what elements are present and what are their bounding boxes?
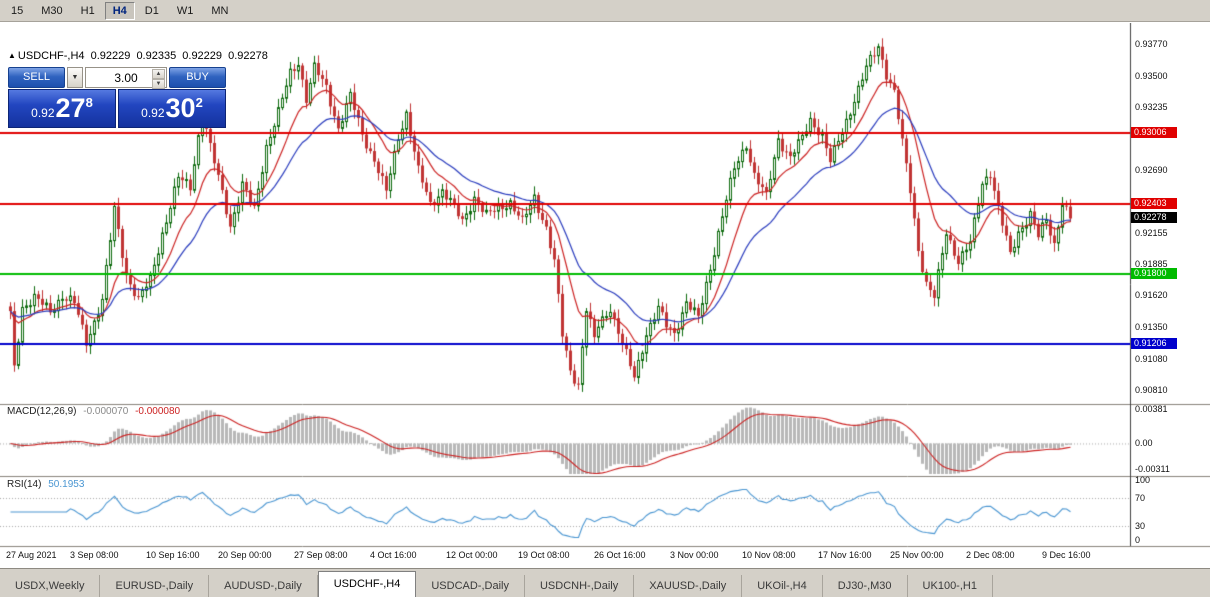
buy-price-sup: 2: [195, 94, 203, 110]
chart-window: ▲ USDCHF-,H4 0.92229 0.92335 0.92229 0.92…: [0, 23, 1210, 568]
macd-main-value: -0.000070: [83, 406, 129, 417]
chart-tab-uk100-h1[interactable]: UK100-,H1: [908, 575, 993, 597]
volume-value: 3.00: [114, 70, 138, 85]
chart-marker-icon: ▲: [8, 51, 16, 60]
timeframe-button-w1[interactable]: W1: [169, 2, 202, 20]
ohlc-high: 0.92335: [136, 50, 177, 62]
ohlc-low: 0.92229: [182, 50, 223, 62]
buy-button[interactable]: BUY: [169, 67, 226, 88]
volume-down-arrow-icon[interactable]: ▼: [152, 79, 165, 89]
rsi-value: 50.1953: [48, 479, 85, 490]
chart-tab-usdcad-daily[interactable]: USDCAD-,Daily: [416, 575, 525, 597]
sell-price-sup: 8: [85, 94, 93, 110]
one-click-trading-panel: SELL ▼ 3.00 ▲ ▼ BUY 0.92 27 8 0.92 3: [8, 67, 226, 128]
chart-tab-dj30-m30[interactable]: DJ30-,M30: [823, 575, 908, 597]
rsi-indicator-label: RSI(14) 50.1953: [7, 479, 88, 490]
macd-name: MACD(12,26,9): [7, 406, 77, 417]
timeframe-button-h1[interactable]: H1: [73, 2, 103, 20]
volume-spinner: ▲ ▼: [152, 69, 165, 89]
chart-tab-usdcnh-daily[interactable]: USDCNH-,Daily: [525, 575, 635, 597]
chart-symbol: USDCHF-,H4: [17, 50, 85, 62]
timeframe-toolbar: 15 M30 H1 H4 D1 W1 MN: [0, 0, 1210, 22]
buy-price-display[interactable]: 0.92 30 2: [118, 89, 226, 128]
timeframe-button-15[interactable]: 15: [3, 2, 31, 20]
sell-price-display[interactable]: 0.92 27 8: [8, 89, 116, 128]
timeframe-button-mn[interactable]: MN: [203, 2, 236, 20]
ohlc-close: 0.92278: [228, 50, 268, 62]
chart-tab-eurusd-daily[interactable]: EURUSD-,Daily: [100, 575, 210, 597]
chart-tab-ukoil-h4[interactable]: UKOil-,H4: [742, 575, 823, 597]
chart-tabs-bar: USDX,Weekly EURUSD-,Daily AUDUSD-,Daily USD…: [0, 568, 1210, 597]
volume-input[interactable]: 3.00 ▲ ▼: [85, 67, 167, 89]
chart-tab-usdchf-h4[interactable]: USDCHF-,H4: [317, 571, 417, 597]
volume-up-arrow-icon[interactable]: ▲: [152, 69, 165, 79]
timeframe-button-d1[interactable]: D1: [137, 2, 167, 20]
chart-tab-usdx-weekly[interactable]: USDX,Weekly: [0, 575, 101, 597]
sell-button[interactable]: SELL: [8, 67, 65, 88]
buy-price-big: 30: [165, 93, 196, 123]
chevron-down-icon: ▼: [71, 74, 79, 81]
timeframe-button-m30[interactable]: M30: [33, 2, 70, 20]
chart-title: ▲ USDCHF-,H4 0.92229 0.92335 0.92229 0.92…: [8, 50, 271, 62]
macd-indicator-label: MACD(12,26,9) -0.000070 -0.000080: [7, 406, 184, 417]
chart-tab-xauusd-daily[interactable]: XAUUSD-,Daily: [634, 575, 743, 597]
sell-price-big: 27: [55, 93, 86, 123]
sell-price-prefix: 0.92: [31, 106, 55, 120]
volume-dropdown-button[interactable]: ▼: [67, 67, 83, 88]
macd-signal-value: -0.000080: [135, 406, 181, 417]
rsi-name: RSI(14): [7, 479, 42, 490]
timeframe-button-h4[interactable]: H4: [104, 1, 135, 20]
ohlc-open: 0.92229: [90, 50, 131, 62]
buy-price-prefix: 0.92: [141, 106, 165, 120]
chart-tab-audusd-daily[interactable]: AUDUSD-,Daily: [209, 575, 318, 597]
